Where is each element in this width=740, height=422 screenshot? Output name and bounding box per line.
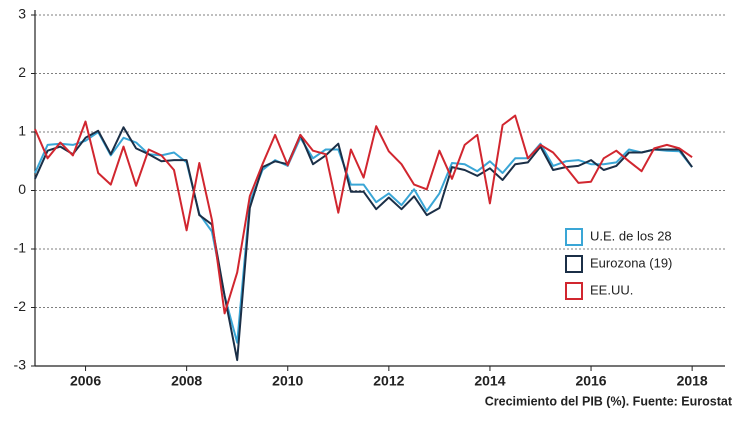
y-tick-label: 3	[18, 6, 26, 22]
x-tick-label: 2006	[70, 373, 101, 389]
y-tick-label: -2	[14, 298, 27, 314]
legend-swatch	[565, 255, 583, 273]
x-tick-label: 2012	[373, 373, 404, 389]
legend-swatch	[565, 282, 583, 300]
y-tick-label: -3	[14, 357, 27, 373]
legend-label: Eurozona (19)	[590, 255, 672, 270]
legend-label: EE.UU.	[590, 282, 633, 297]
series-line	[34, 114, 693, 315]
series-line	[34, 131, 693, 344]
x-tick-label: 2014	[474, 373, 505, 389]
y-tick-label: 1	[18, 123, 26, 139]
x-tick-label: 2016	[575, 373, 606, 389]
legend-swatch	[565, 228, 583, 246]
series-line	[34, 126, 693, 362]
y-tick-label: 2	[18, 64, 26, 80]
source-note: Crecimiento del PIB (%). Fuente: Eurosta…	[485, 394, 733, 408]
legend-label: U.E. de los 28	[590, 228, 672, 243]
y-tick-label: 0	[18, 181, 26, 197]
x-tick-label: 2008	[171, 373, 202, 389]
x-tick-label: 2018	[677, 373, 708, 389]
y-tick-label: -1	[14, 240, 27, 256]
x-tick-label: 2010	[272, 373, 303, 389]
